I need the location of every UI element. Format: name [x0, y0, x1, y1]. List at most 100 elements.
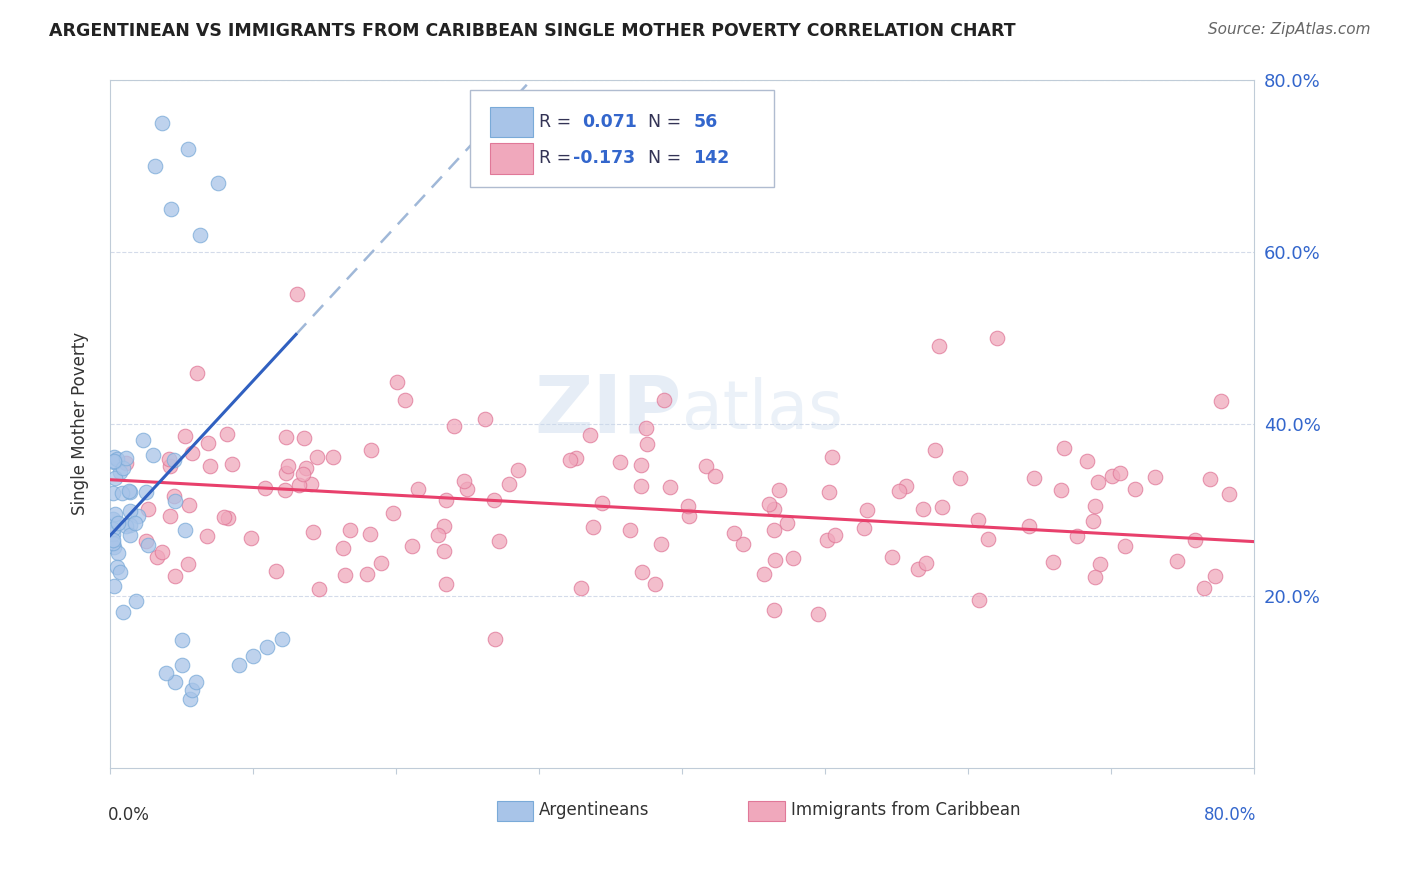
Point	[498, 476, 520, 491]
Point	[120, 504, 142, 518]
Point	[453, 475, 475, 489]
Point	[177, 142, 200, 156]
Point	[276, 466, 298, 480]
Point	[135, 533, 157, 548]
Point	[634, 421, 657, 435]
Point	[111, 485, 134, 500]
Point	[1101, 468, 1123, 483]
FancyBboxPatch shape	[748, 801, 785, 821]
Point	[931, 500, 953, 515]
Point	[443, 418, 465, 433]
Point	[782, 550, 804, 565]
Point	[124, 516, 146, 530]
Point	[433, 519, 456, 533]
Point	[215, 427, 238, 442]
Point	[207, 176, 229, 190]
Point	[277, 458, 299, 473]
Point	[101, 536, 124, 550]
Point	[508, 463, 530, 477]
Point	[630, 479, 652, 493]
Point	[484, 492, 506, 507]
Point	[104, 471, 127, 485]
Point	[174, 523, 197, 537]
Point	[1076, 454, 1098, 468]
Point	[332, 541, 354, 556]
Point	[1123, 482, 1146, 496]
Point	[637, 437, 659, 451]
Point	[101, 522, 124, 536]
Point	[285, 286, 308, 301]
Point	[114, 456, 136, 470]
Point	[569, 581, 592, 595]
Point	[907, 562, 929, 576]
Point	[150, 116, 173, 130]
Point	[186, 366, 208, 380]
Point	[163, 494, 186, 508]
Point	[125, 593, 148, 607]
Point	[776, 516, 799, 530]
Point	[676, 499, 699, 513]
Point	[150, 544, 173, 558]
Point	[820, 450, 842, 465]
Point	[644, 576, 666, 591]
Point	[807, 607, 830, 622]
Point	[274, 430, 297, 444]
Point	[118, 484, 141, 499]
Point	[1087, 475, 1109, 489]
Point	[173, 429, 195, 443]
Point	[763, 603, 786, 617]
Point	[815, 533, 838, 547]
Y-axis label: Single Mother Poverty: Single Mother Poverty	[72, 333, 89, 516]
Point	[630, 458, 652, 472]
Point	[394, 392, 416, 407]
Point	[1204, 569, 1226, 583]
Text: Immigrants from Caribbean: Immigrants from Caribbean	[790, 801, 1021, 820]
Point	[177, 498, 200, 512]
Point	[434, 577, 457, 591]
Point	[108, 465, 131, 479]
Point	[256, 640, 278, 655]
Point	[1218, 487, 1240, 501]
Text: ZIP: ZIP	[534, 371, 682, 449]
Point	[1053, 442, 1076, 456]
Point	[217, 510, 239, 524]
Point	[172, 632, 194, 647]
Point	[107, 452, 129, 467]
Point	[1114, 539, 1136, 553]
Text: 0.0%: 0.0%	[108, 805, 149, 823]
Point	[299, 476, 322, 491]
Point	[339, 523, 361, 537]
Point	[159, 508, 181, 523]
Point	[966, 513, 988, 527]
Point	[103, 540, 125, 554]
Point	[1090, 558, 1112, 572]
FancyBboxPatch shape	[496, 801, 533, 821]
Point	[103, 455, 125, 469]
Point	[1084, 499, 1107, 513]
Point	[103, 512, 125, 526]
Point	[731, 536, 754, 550]
Point	[138, 501, 160, 516]
Text: Argentineans: Argentineans	[538, 801, 650, 820]
Point	[101, 486, 124, 500]
Point	[163, 452, 186, 467]
Point	[228, 657, 250, 672]
Point	[1018, 518, 1040, 533]
Point	[1066, 529, 1088, 543]
Point	[1081, 514, 1104, 528]
Point	[127, 508, 149, 523]
Point	[488, 533, 510, 548]
Point	[112, 461, 135, 475]
Point	[360, 442, 382, 457]
Point	[852, 521, 875, 535]
Point	[678, 508, 700, 523]
Point	[1083, 570, 1105, 584]
Text: R =: R =	[538, 149, 571, 168]
Point	[949, 471, 972, 485]
Point	[118, 518, 141, 533]
Point	[928, 339, 950, 353]
Point	[295, 461, 318, 475]
Point	[967, 593, 990, 607]
Point	[115, 518, 138, 533]
Point	[118, 485, 141, 500]
